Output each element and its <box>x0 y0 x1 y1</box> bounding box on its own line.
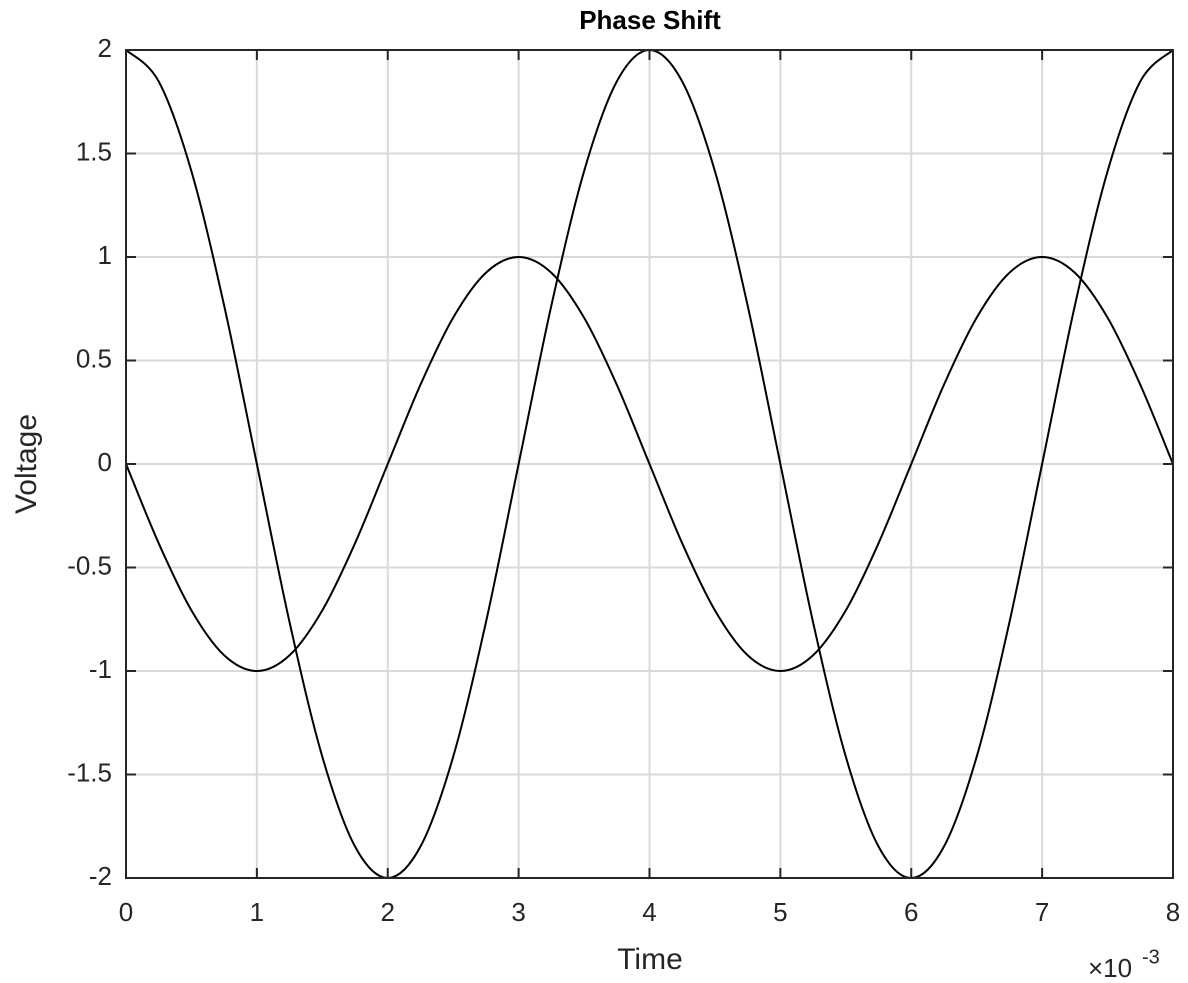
y-tick-label: 1.5 <box>76 136 112 166</box>
y-tick-label: -0.5 <box>67 550 112 580</box>
x-tick-label: 8 <box>1166 897 1180 927</box>
x-tick-label: 2 <box>381 897 395 927</box>
x-tick-label: 0 <box>119 897 133 927</box>
x-tick-label: 6 <box>904 897 918 927</box>
plot-frame <box>125 49 1174 879</box>
x-tick-label: 4 <box>642 897 656 927</box>
x-tick-label: 3 <box>511 897 525 927</box>
y-tick-label: 1 <box>98 240 112 270</box>
chart-title: Phase Shift <box>579 5 721 35</box>
x-tick-label: 5 <box>773 897 787 927</box>
x-tick-label: 1 <box>250 897 264 927</box>
y-tick-label: -1 <box>89 654 112 684</box>
y-tick-label: 0 <box>98 447 112 477</box>
y-tick-label: -2 <box>89 861 112 891</box>
y-axis-label: Voltage <box>10 414 43 514</box>
line-series <box>125 255 1174 673</box>
x-multiplier-exponent: -3 <box>1142 946 1160 968</box>
x-tick-label: 7 <box>1035 897 1049 927</box>
y-tick-label: -1.5 <box>67 757 112 787</box>
x-axis-label: Time <box>617 943 683 976</box>
x-multiplier: ×10 <box>1088 953 1132 983</box>
y-tick-label: 0.5 <box>76 343 112 373</box>
y-tick-label: 2 <box>98 33 112 63</box>
